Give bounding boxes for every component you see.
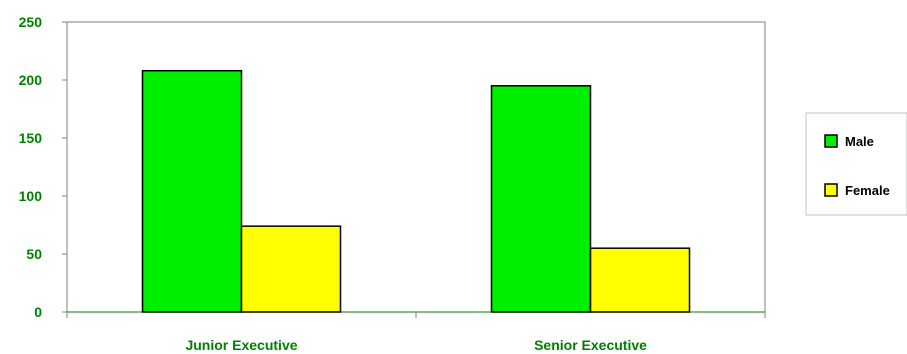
bar-female-senior-executive xyxy=(589,247,691,313)
legend-swatch-female xyxy=(824,183,838,197)
x-tick-label: Senior Executive xyxy=(534,337,647,353)
y-tick-label: 50 xyxy=(26,246,42,262)
y-tick-label: 100 xyxy=(19,188,43,204)
y-axis: 0 50 100 150 200 250 xyxy=(19,14,67,320)
y-tick-label: 200 xyxy=(19,72,43,88)
x-tick-label: Junior Executive xyxy=(185,337,297,353)
x-axis: Junior Executive Senior Executive xyxy=(66,311,766,353)
legend-label-male: Male xyxy=(845,134,874,149)
bar-male-junior-executive xyxy=(141,69,243,313)
legend-label-female: Female xyxy=(845,183,890,198)
y-tick-label: 150 xyxy=(19,130,43,146)
bar-female-junior-executive xyxy=(240,225,342,313)
legend-swatch-male xyxy=(824,134,838,148)
legend-box xyxy=(805,112,907,216)
y-tick-label: 0 xyxy=(34,304,42,320)
y-tick-label: 250 xyxy=(19,14,43,30)
legend: Male Female xyxy=(805,112,907,216)
bars-group xyxy=(141,69,691,313)
bar-male-senior-executive xyxy=(490,85,592,313)
